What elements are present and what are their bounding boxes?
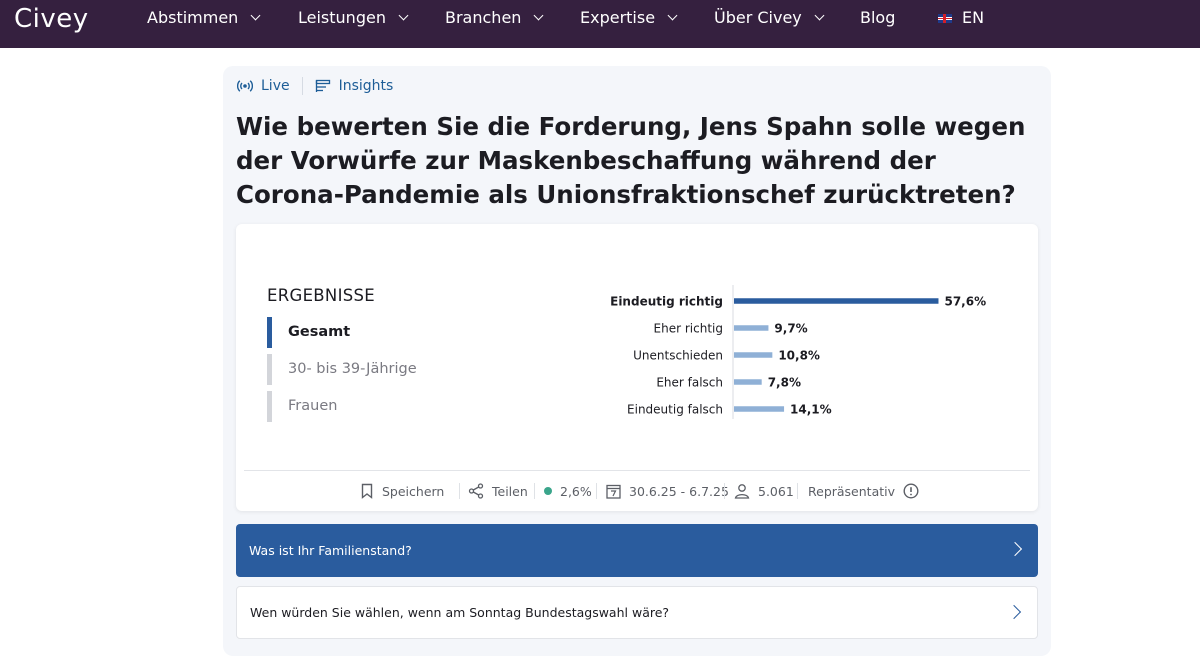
results-panel: ERGEBNISSE Gesamt 30- bis 39-Jährige Fra… [236, 224, 1038, 511]
poll-tags: Live Insights [237, 76, 393, 96]
nav-item-blog[interactable]: Blog [860, 0, 895, 36]
bar-value-label: 7,8% [768, 376, 801, 390]
chevron-down-icon [250, 10, 261, 21]
nav-item-abstimmen[interactable]: Abstimmen [147, 0, 261, 36]
bar-category-label: Eindeutig falsch [627, 403, 723, 417]
bar-value-label: 14,1% [790, 403, 832, 417]
meta-divider [534, 483, 535, 499]
nav-item-label: Expertise [580, 8, 656, 27]
related-question-familienstand[interactable]: Was ist Ihr Familienstand? [236, 524, 1038, 577]
bar-value-label: 57,6% [944, 295, 986, 309]
related-question-bundestagswahl[interactable]: Wen würden Sie wählen, wenn am Sonntag B… [236, 586, 1038, 639]
nav-item-ueber-civey[interactable]: Über Civey [714, 0, 825, 36]
segment-gesamt[interactable]: Gesamt [267, 317, 350, 348]
participants-value: 5.061 [758, 483, 794, 499]
meta-divider [596, 483, 597, 499]
nav-item-branchen[interactable]: Branchen [445, 0, 544, 36]
save-button[interactable]: Speichern [360, 480, 444, 502]
chevron-down-icon [667, 10, 678, 21]
participants: 5.061 [734, 480, 794, 502]
bar [734, 379, 762, 385]
poll-meta-bar: Speichern Teilen 2,6% [236, 480, 1038, 502]
bar-value-label: 9,7% [774, 322, 807, 336]
language-switch[interactable]: EN [938, 0, 984, 36]
broadcast-icon [237, 80, 253, 92]
meta-divider [724, 483, 725, 499]
representative-label: Repräsentativ [808, 483, 896, 499]
nav-item-label: Über Civey [714, 8, 802, 27]
chevron-down-icon [814, 10, 825, 21]
poll-card: Live Insights Wie bewerten Sie die Forde… [223, 66, 1051, 656]
results-title: ERGEBNISSE [267, 286, 376, 305]
date-range-value: 30.6.25 - 6.7.25 [629, 483, 729, 499]
calendar-icon [606, 484, 621, 499]
tag-live-label: Live [261, 78, 290, 94]
nav-item-leistungen[interactable]: Leistungen [298, 0, 409, 36]
nav-item-label: Abstimmen [147, 8, 239, 27]
share-label: Teilen [492, 483, 528, 499]
nav-item-expertise[interactable]: Expertise [580, 0, 678, 36]
tag-insights-label: Insights [338, 78, 394, 94]
top-navigation: Civey Abstimmen Leistungen Branchen Expe… [0, 0, 1200, 48]
date-range: 30.6.25 - 6.7.25 [606, 480, 729, 502]
meta-divider [797, 483, 798, 499]
related-question-label: Was ist Ihr Familienstand? [249, 543, 412, 558]
bar [734, 325, 769, 331]
nav-item-label: Branchen [445, 8, 522, 27]
civey-logo[interactable]: Civey [14, 4, 89, 34]
chevron-right-icon [1007, 541, 1023, 557]
bar [734, 298, 939, 304]
segment-frauen[interactable]: Frauen [267, 391, 337, 422]
chevron-down-icon [398, 10, 409, 21]
user-icon [734, 484, 750, 499]
tag-divider [301, 77, 303, 95]
bar-category-label: Eher richtig [654, 322, 723, 336]
bar [734, 406, 785, 412]
meta-divider [459, 483, 460, 499]
tag-live[interactable]: Live [237, 78, 290, 94]
tag-insights[interactable]: Insights [315, 78, 394, 94]
segment-30-39[interactable]: 30- bis 39-Jährige [267, 354, 417, 385]
representative-info[interactable]: Repräsentativ [808, 480, 919, 502]
bookmark-icon [361, 483, 373, 499]
related-question-label: Wen würden Sie wählen, wenn am Sonntag B… [250, 605, 670, 620]
poll-question: Wie bewerten Sie die Forderung, Jens Spa… [236, 112, 1026, 209]
save-label: Speichern [382, 483, 445, 499]
share-button[interactable]: Teilen [468, 480, 528, 502]
insights-icon [315, 79, 330, 92]
share-icon [468, 483, 484, 499]
error-margin: 2,6% [544, 480, 592, 502]
bar-category-label: Eindeutig richtig [610, 295, 723, 309]
results-divider [244, 470, 1030, 471]
bar-category-label: Unentschieden [633, 349, 723, 363]
uk-flag-icon [938, 13, 952, 23]
chevron-right-icon [1006, 604, 1022, 620]
bar [734, 352, 773, 358]
bar-category-label: Eher falsch [656, 376, 723, 390]
results-bar-chart: Eindeutig richtig 57,6% Eher richtig 9,7% Un… [610, 285, 986, 419]
status-dot-icon [544, 487, 552, 495]
info-icon [903, 483, 919, 499]
bar-value-label: 10,8% [778, 349, 820, 363]
nav-item-label: Blog [860, 8, 896, 27]
nav-item-label: Leistungen [298, 8, 386, 27]
chevron-down-icon [533, 10, 544, 21]
language-label: EN [962, 8, 985, 27]
error-margin-value: 2,6% [560, 483, 592, 499]
